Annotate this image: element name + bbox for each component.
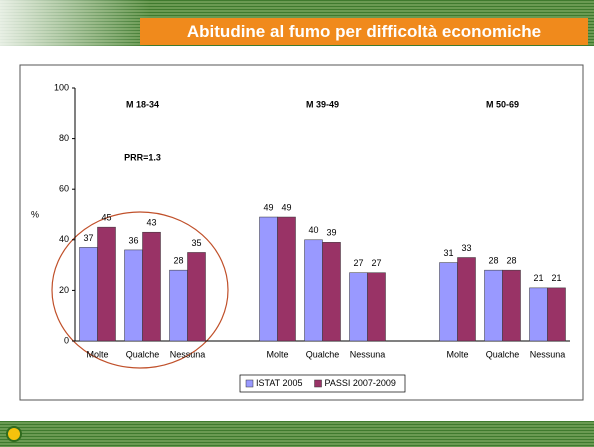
x-tick-label: Molte [86, 349, 108, 359]
legend-swatch [245, 379, 254, 388]
logo [6, 426, 22, 442]
chart-frame [19, 64, 584, 401]
value-label: 43 [146, 218, 156, 228]
legend-label: ISTAT 2005 [256, 378, 303, 388]
highlight-ellipse [51, 211, 229, 369]
value-label: 21 [533, 273, 543, 283]
value-label: 33 [461, 243, 471, 253]
bar [367, 272, 386, 342]
value-label: 27 [371, 258, 381, 268]
value-label: 36 [128, 235, 138, 245]
value-label: 39 [326, 228, 336, 238]
y-tick-label: 60 [59, 184, 69, 194]
bar [187, 252, 206, 342]
bar [304, 239, 323, 342]
footer-band [0, 421, 594, 447]
legend-box [239, 374, 406, 393]
x-tick-label: Nessuna [530, 349, 566, 359]
annotation: PRR=1.3 [124, 152, 161, 162]
y-tick-label: 80 [59, 133, 69, 143]
value-label: 49 [281, 202, 291, 212]
bar [97, 226, 116, 342]
x-tick-label: Nessuna [350, 349, 386, 359]
group-label: M 39-49 [306, 99, 339, 109]
value-label: 21 [551, 273, 561, 283]
bar [142, 231, 161, 342]
bar [322, 242, 341, 342]
bar [124, 249, 143, 342]
value-label: 40 [308, 225, 318, 235]
bar [547, 287, 566, 342]
y-tick-label: 0 [64, 335, 69, 345]
bar [502, 269, 521, 342]
x-tick-label: Qualche [126, 349, 160, 359]
y-tick-label: 20 [59, 285, 69, 295]
value-label: 28 [488, 256, 498, 266]
legend-swatch [314, 379, 322, 388]
y-tick-label: 100 [54, 82, 69, 92]
value-label: 27 [353, 258, 363, 268]
group-label: M 50-69 [486, 99, 519, 109]
bar [349, 272, 368, 342]
group-label: M 18-34 [126, 99, 159, 109]
y-tick-label: 40 [59, 234, 69, 244]
bar [79, 247, 98, 342]
value-label: 28 [173, 256, 183, 266]
y-axis-label: % [31, 209, 39, 219]
legend-label: PASSI 2007-2009 [325, 378, 396, 388]
bar [529, 287, 548, 342]
x-tick-label: Nessuna [170, 349, 206, 359]
value-label: 37 [83, 233, 93, 243]
bar [484, 269, 503, 342]
bar [439, 262, 458, 342]
value-label: 28 [506, 256, 516, 266]
value-label: 35 [191, 238, 201, 248]
x-tick-label: Qualche [306, 349, 340, 359]
value-label: 31 [443, 248, 453, 258]
x-tick-label: Qualche [486, 349, 520, 359]
value-label: 45 [101, 213, 111, 223]
value-label: 49 [263, 202, 273, 212]
slide-title: Abitudine al fumo per difficoltà economi… [140, 18, 588, 45]
bar [277, 216, 296, 342]
bar [259, 216, 278, 342]
x-tick-label: Molte [266, 349, 288, 359]
bar [169, 269, 188, 342]
bar [457, 257, 476, 342]
x-tick-label: Molte [446, 349, 468, 359]
